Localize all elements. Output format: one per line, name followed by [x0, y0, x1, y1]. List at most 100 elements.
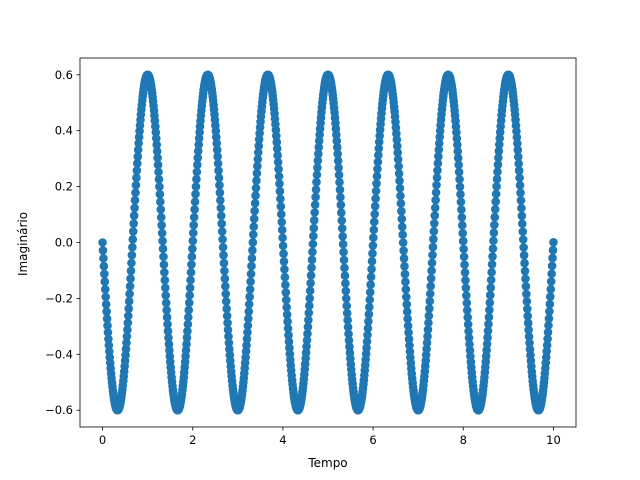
scatter-point — [312, 170, 322, 180]
y-tick-label: 0.6 — [55, 68, 73, 82]
scatter-point — [186, 268, 196, 277]
scatter-point — [458, 236, 468, 246]
scatter-point — [314, 136, 324, 146]
scatter-point — [461, 276, 470, 285]
scatter-point — [364, 310, 374, 319]
scatter-point — [133, 152, 143, 161]
scatter-point — [276, 194, 285, 204]
scatter-point — [243, 328, 252, 337]
scatter-point — [99, 253, 108, 263]
scatter-point — [483, 326, 493, 336]
scatter-point — [303, 329, 312, 339]
scatter-point — [307, 255, 317, 265]
scatter-point — [460, 260, 469, 270]
scatter-point — [513, 145, 523, 155]
scatter-point — [525, 338, 534, 348]
scatter-point — [333, 149, 343, 159]
scatter-point — [457, 220, 467, 230]
scatter-point — [246, 277, 255, 286]
scatter-point — [403, 321, 413, 331]
scatter-point — [493, 160, 503, 170]
scatter-point — [394, 162, 403, 171]
scatter-point — [125, 289, 134, 299]
scatter-point — [336, 200, 346, 210]
scatter-point — [217, 219, 226, 228]
scatter-point — [132, 166, 142, 175]
scatter-point — [425, 304, 434, 313]
scatter-point — [313, 156, 323, 165]
scatter-point — [392, 141, 402, 151]
scatter-point — [491, 189, 501, 199]
scatter-point — [185, 291, 194, 300]
scatter-point — [485, 290, 495, 300]
scatter-point — [519, 243, 528, 252]
scatter-point — [212, 139, 222, 148]
y-tick-label: 0.4 — [55, 124, 73, 138]
scatter-point — [432, 180, 441, 190]
scatter-point — [276, 209, 286, 219]
scatter-point — [368, 249, 377, 258]
scatter-point — [183, 326, 192, 336]
scatter-point — [304, 308, 314, 318]
scatter-point — [462, 305, 472, 315]
scatter-point — [342, 301, 352, 311]
scatter-point — [393, 155, 403, 164]
scatter-point — [128, 242, 137, 252]
scatter-point — [332, 143, 342, 152]
scatter-point — [333, 156, 343, 166]
scatter-point — [253, 148, 263, 157]
scatter-point — [187, 252, 197, 261]
scatter-point — [547, 269, 556, 279]
scatter-point — [374, 144, 384, 153]
scatter-point — [160, 275, 170, 285]
scatter-point — [461, 283, 471, 293]
scatter-point — [515, 181, 525, 190]
scatter-point — [281, 288, 291, 297]
scatter-point — [281, 295, 291, 305]
scatter-point — [98, 246, 108, 255]
scatter-point — [340, 271, 350, 280]
scatter-point — [193, 146, 203, 156]
scatter-point — [242, 334, 252, 344]
scatter-point — [278, 233, 287, 243]
y-tick-label: −0.4 — [45, 347, 73, 361]
scatter-point — [217, 227, 227, 236]
scatter-point — [516, 188, 525, 198]
scatter-point — [251, 191, 260, 200]
scatter-point — [272, 131, 281, 141]
scatter-point — [241, 347, 251, 356]
scatter-point — [125, 281, 135, 291]
scatter-point — [343, 322, 353, 332]
scatter-point — [130, 195, 140, 205]
scatter-point — [254, 135, 264, 144]
scatter-point — [458, 228, 468, 238]
x-tick-label: 4 — [279, 433, 286, 447]
scatter-point — [518, 219, 527, 229]
scatter-point — [543, 327, 553, 337]
scatter-point — [335, 185, 345, 195]
scatter-point — [334, 170, 344, 180]
scatter-point — [307, 263, 316, 272]
scatter-point — [370, 201, 380, 211]
scatter-point — [272, 137, 282, 147]
scatter-point — [161, 298, 171, 308]
scatter-point — [484, 319, 493, 329]
scatter-point — [428, 250, 437, 260]
scatter-point — [193, 153, 203, 163]
scatter-point — [428, 242, 438, 252]
scatter-point — [342, 308, 352, 318]
scatter-point — [332, 130, 341, 140]
scatter-point — [490, 205, 500, 214]
scatter-point — [221, 289, 231, 299]
scatter-point — [192, 167, 202, 177]
scatter-point — [160, 268, 169, 277]
scatter-point — [102, 307, 111, 316]
scatter-point — [433, 166, 442, 175]
scatter-point — [124, 304, 134, 313]
scatter-point — [399, 246, 408, 255]
scatter-point — [341, 279, 350, 288]
scatter-point — [248, 246, 257, 255]
scatter-point — [220, 274, 230, 283]
scatter-point — [306, 271, 316, 280]
scatter-point — [303, 322, 313, 332]
